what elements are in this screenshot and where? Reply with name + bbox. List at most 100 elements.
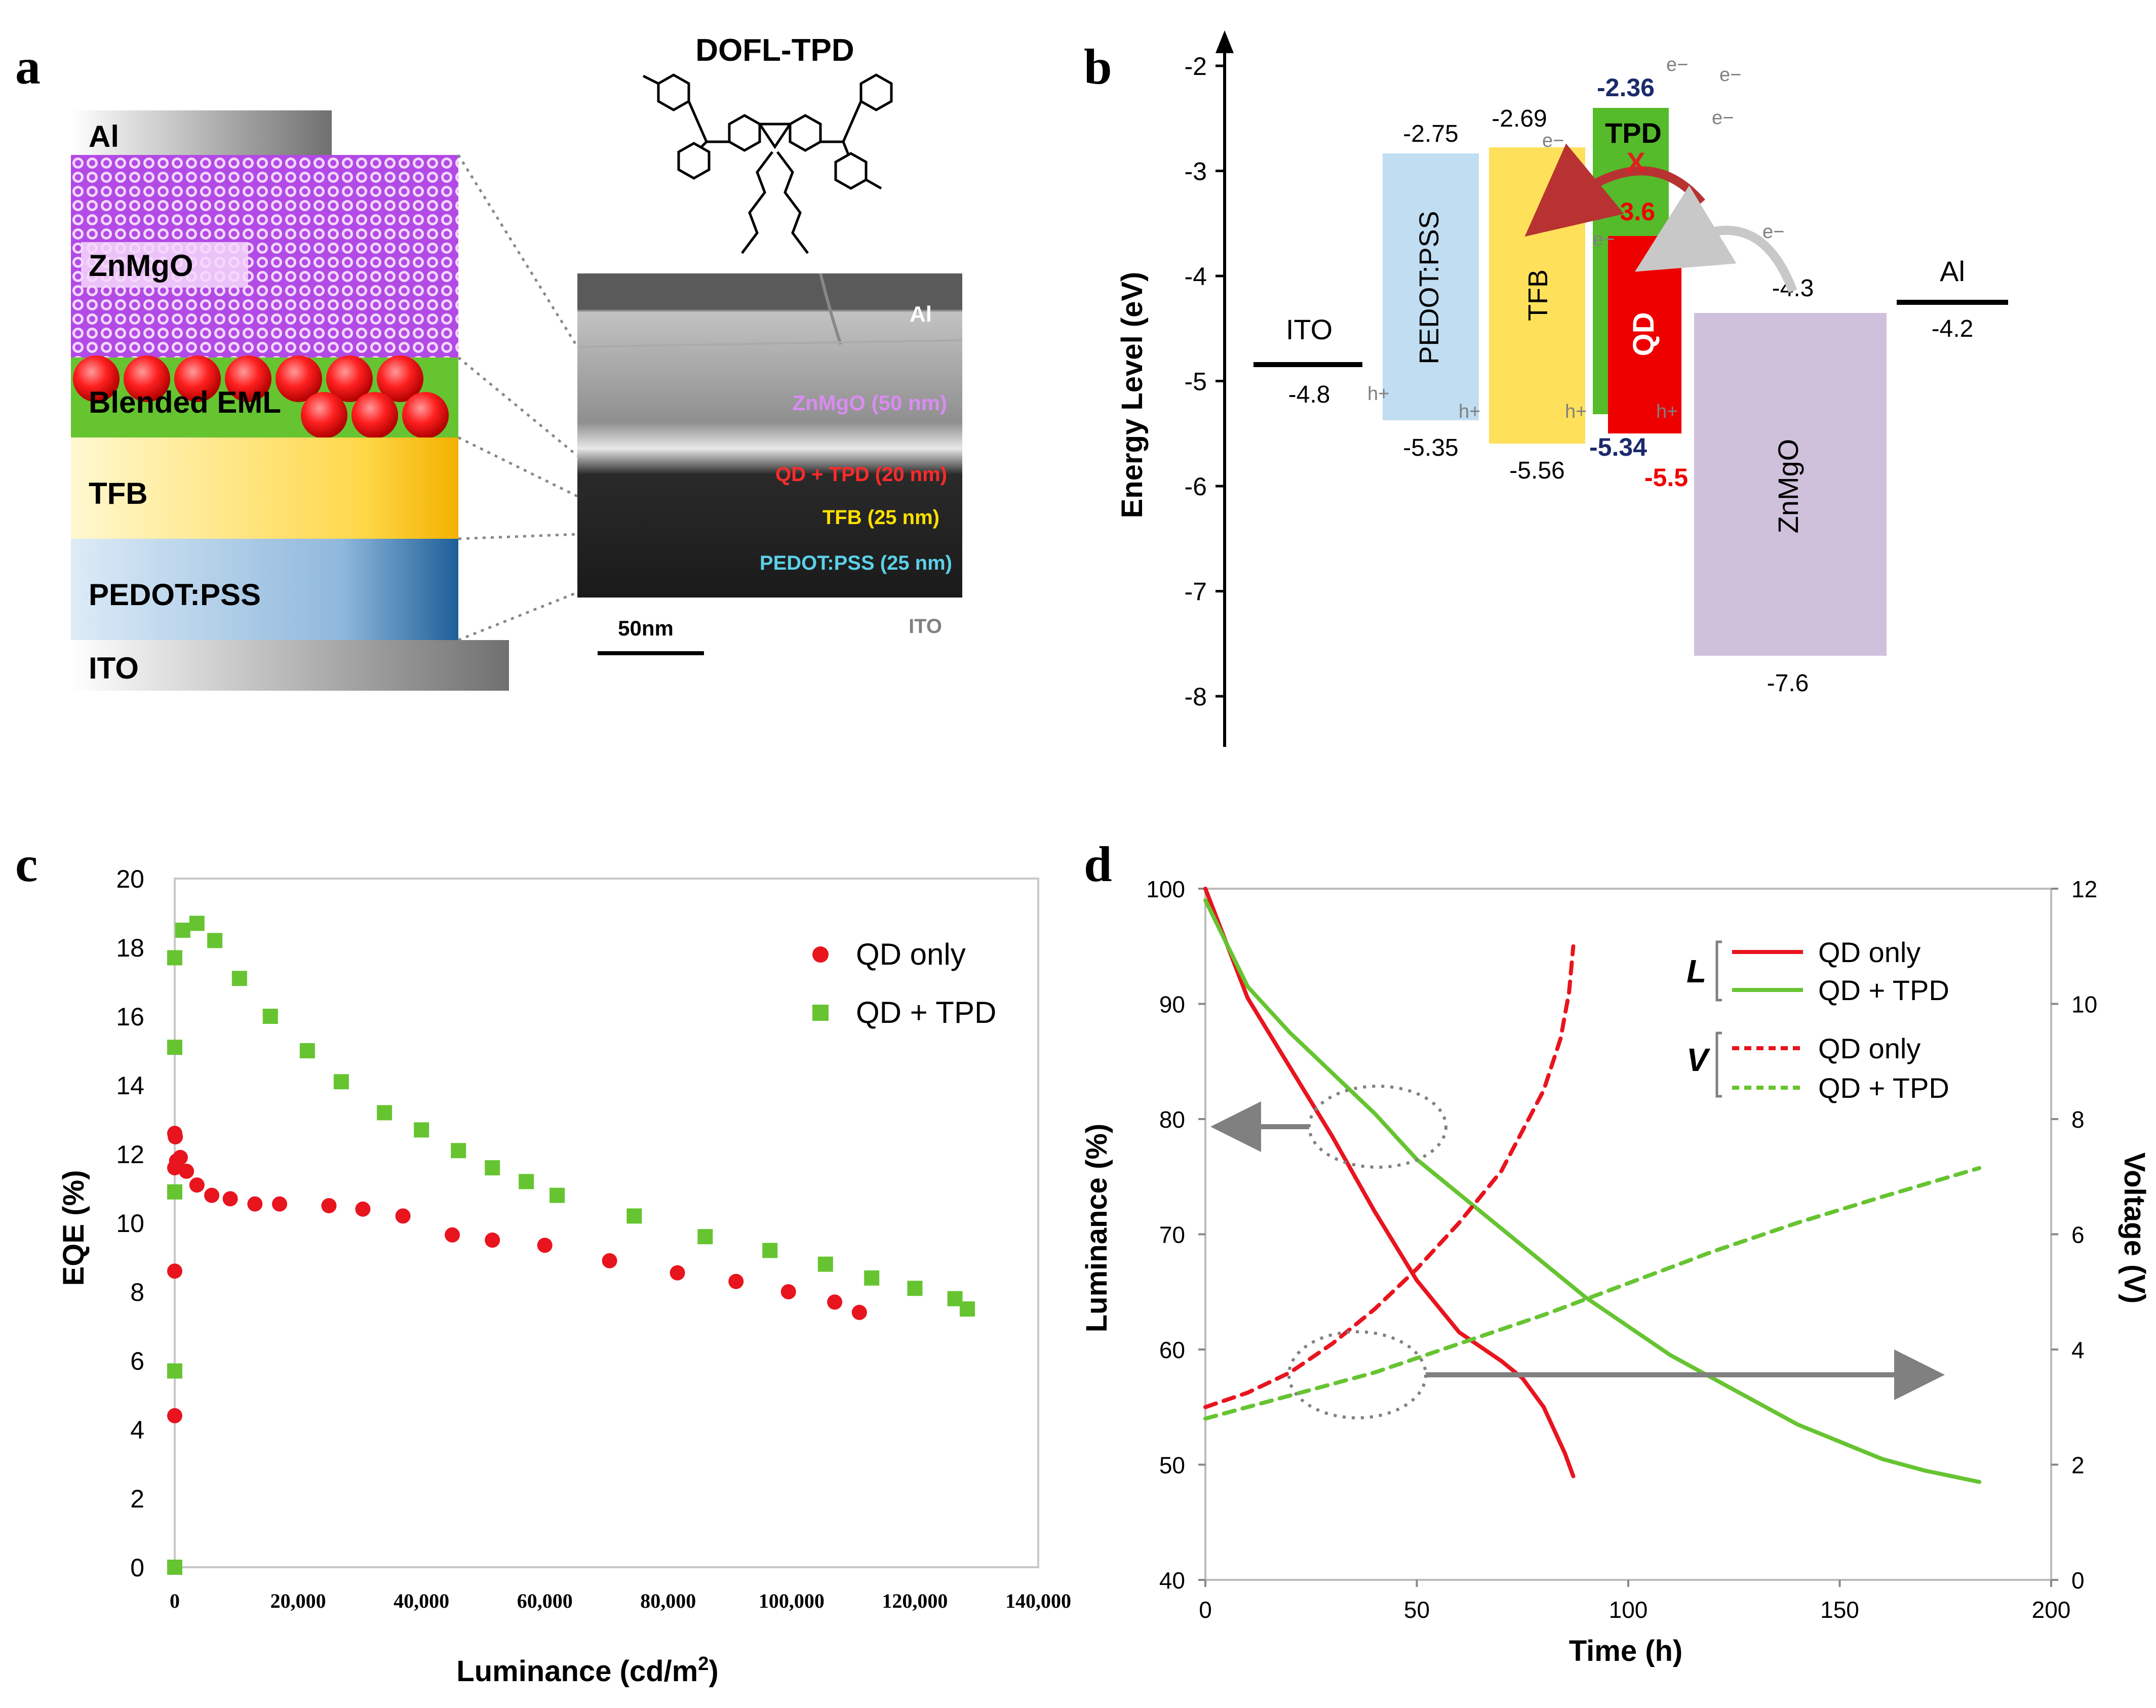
legend-group-v: V [1687,1042,1711,1078]
y-tick-label: 70 [1159,1222,1185,1248]
hole-label: h+ [1565,401,1587,422]
panel-label-c: c [15,836,37,892]
energy-tick-label: -4 [1185,262,1207,291]
layer-al-label: Al [89,120,119,153]
electron-label: e− [1542,130,1564,151]
tpd-name: TPD [1605,117,1662,149]
layer-tfb [71,438,458,539]
data-point-qd-only [179,1164,194,1179]
y-tick-label: 60 [1159,1337,1185,1363]
luminance-line-qd-tpd [1203,898,1982,1484]
tfb-homo: -5.56 [1509,457,1564,484]
qd-particle [377,355,423,402]
x-tick-label: 200 [2032,1597,2071,1623]
electron-label: e− [1719,64,1741,86]
panel-b: b -2 -3 -4 -5 -6 -7 -8 Energy Level (eV) ITO -… [1084,30,2008,747]
qd-particle [276,355,322,402]
qd-particle [402,392,449,439]
panel-d-xlabel: Time (h) [1569,1635,1683,1667]
y-tick-label: 12 [116,1140,144,1169]
data-point-qd-only [851,1304,867,1320]
al-wf: -4.2 [1932,315,1974,342]
connector-lines [457,154,579,642]
y-tick-label: 18 [116,934,144,962]
data-point-qd-only [189,1177,205,1193]
data-point-qd-only [204,1187,220,1203]
legend-marker-qd-only [812,946,829,963]
data-point-qd-tpd [167,1560,182,1575]
data-point-qd-tpd [207,933,223,948]
data-point-qd-only [780,1284,796,1299]
legend-bracket-v [1715,1031,1722,1098]
energy-ylabel: Energy Level (eV) [1116,272,1149,519]
y-tick-label: 10 [116,1209,144,1238]
panel-d-axes: 40 50 60 70 80 90 100 0 2 4 6 8 10 12 0 50 100 150 200 [1146,876,2097,1623]
data-point-qd-tpd [231,971,247,986]
x-tick-label: 0 [1199,1597,1212,1623]
x-tick-label: 80,000 [640,1590,696,1612]
energy-ticks: -2 -3 -4 -5 -6 -7 -8 [1185,52,1225,711]
data-point-qd-tpd [550,1187,565,1203]
znmgo-homo: -7.6 [1767,670,1809,697]
electron-label: e− [1762,221,1784,243]
data-point-qd-only [172,1149,188,1165]
y-tick-label: 0 [130,1554,144,1582]
layer-pedot [71,539,458,640]
data-point-qd-tpd [762,1243,778,1258]
sem-label-pedot: PEDOT:PSS (25 nm) [760,552,952,574]
qd-particle [124,355,170,402]
x-tick-label: 0 [170,1590,180,1612]
data-point-qd-only [537,1238,553,1253]
data-point-qd-only [247,1196,263,1212]
y-tick-label: 100 [1146,876,1185,902]
qd-homo: -5.5 [1644,463,1688,492]
panel-d-lines [1203,887,1982,1484]
y2-tick-label: 12 [2071,876,2097,902]
energy-tick-label: -2 [1185,52,1207,81]
qd-particle [326,355,373,402]
data-point-qd-tpd [167,1040,182,1055]
sem-label-al: Al [910,302,932,327]
qd-particle [351,392,398,439]
pedot-homo: -5.35 [1403,434,1458,461]
x-tick-label: 50 [1404,1597,1430,1623]
data-point-qd-tpd [626,1208,642,1224]
tpd-lumo: -2.36 [1597,73,1655,102]
luminance-callout-circle [1308,1085,1447,1169]
electron-injection-arrow-icon [1635,185,1797,293]
pedot-band [1383,153,1479,420]
y-tick-label: 4 [130,1416,144,1444]
panel-c-ylabel: EQE (%) [57,1170,90,1286]
data-point-qd-tpd [167,1363,182,1379]
layer-znmgo-label-bg [81,242,248,288]
layer-znmgo-label: ZnMgO [89,249,193,283]
y-tick-label: 80 [1159,1106,1185,1133]
x-tick-label: 60,000 [517,1590,573,1612]
scale-bar-label: 50nm [618,616,674,640]
voltage-line-qd-only [1203,944,1576,1409]
luminance-line-qd-only [1203,887,1576,1479]
ito-name: ITO [1286,313,1332,345]
panel-c-axes: 0 2 4 6 8 10 12 14 16 18 20 0 20,000 40,000 60,000 80,0… [116,865,1071,1612]
y-tick-label: 8 [130,1278,144,1306]
al-name: Al [1940,255,1965,287]
legend-label-l-qd-tpd: QD + TPD [1818,974,1949,1006]
panel-d-ylabel2: Voltage (V) [2118,1153,2151,1304]
sem-interface [577,339,963,348]
y2-tick-label: 8 [2071,1106,2085,1133]
data-point-qd-tpd [414,1122,429,1138]
panel-c-xlabel: Luminance (cd/m2) [456,1653,718,1688]
qd-particle [225,355,271,402]
data-point-qd-only [395,1208,411,1224]
electron-label: e− [1593,204,1615,225]
x-tick-label: 150 [1820,1597,1859,1623]
y-tick-label: 2 [130,1485,144,1513]
x-tick-label: 140,000 [1005,1590,1071,1612]
panel-c: c 0 2 4 6 8 10 12 14 16 18 20 0 20,000 40,000 60,000 80… [15,836,1071,1688]
ito-wf: -4.8 [1288,381,1330,408]
blocked-cross-icon: X [1626,146,1645,178]
sem-label-znmgo: ZnMgO (50 nm) [792,391,947,415]
data-point-qd-tpd [817,1256,833,1272]
voltage-callout-circle [1287,1330,1427,1419]
